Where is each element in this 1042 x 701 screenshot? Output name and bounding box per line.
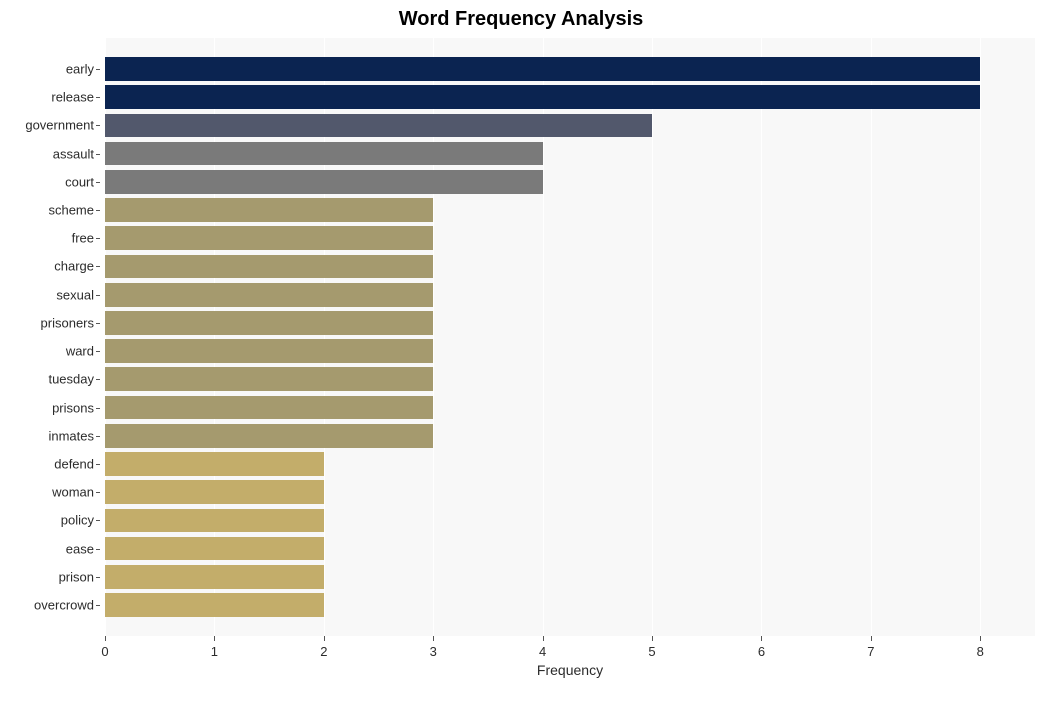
bar xyxy=(105,367,433,391)
y-axis-tickmark xyxy=(96,295,100,296)
y-axis-tickmark xyxy=(96,154,100,155)
y-axis-tickmark xyxy=(96,379,100,380)
y-axis-label: prisons xyxy=(52,400,94,415)
bar xyxy=(105,480,324,504)
bar xyxy=(105,339,433,363)
y-axis-tickmark xyxy=(96,492,100,493)
x-axis-label: 4 xyxy=(539,644,546,659)
x-axis-label: 7 xyxy=(867,644,874,659)
x-axis-tickmark xyxy=(980,636,981,641)
x-axis-tickmark xyxy=(433,636,434,641)
y-axis-label: ward xyxy=(66,344,94,359)
y-axis-tickmark xyxy=(96,97,100,98)
x-axis-label: 8 xyxy=(977,644,984,659)
bar xyxy=(105,537,324,561)
bar xyxy=(105,283,433,307)
bar xyxy=(105,593,324,617)
x-axis-title: Frequency xyxy=(105,662,1035,678)
x-axis-label: 1 xyxy=(211,644,218,659)
y-axis-tickmark xyxy=(96,605,100,606)
y-axis-tickmark xyxy=(96,125,100,126)
chart-title: Word Frequency Analysis xyxy=(0,8,1042,31)
y-axis-label: early xyxy=(66,62,94,77)
y-axis-tickmark xyxy=(96,210,100,211)
y-axis-label: prison xyxy=(59,569,94,584)
bar xyxy=(105,198,433,222)
y-axis-tickmark xyxy=(96,69,100,70)
y-axis-tickmark xyxy=(96,436,100,437)
y-axis-tickmark xyxy=(96,549,100,550)
y-axis-label: woman xyxy=(52,485,94,500)
y-axis-label: prisoners xyxy=(41,315,94,330)
x-axis-tickmark xyxy=(761,636,762,641)
y-axis-tickmark xyxy=(96,238,100,239)
x-axis-tickmark xyxy=(871,636,872,641)
x-axis-label: 3 xyxy=(430,644,437,659)
bar xyxy=(105,255,433,279)
bar xyxy=(105,85,980,109)
y-axis-label: release xyxy=(51,90,94,105)
bar xyxy=(105,311,433,335)
bar xyxy=(105,142,543,166)
bar xyxy=(105,396,433,420)
bar xyxy=(105,424,433,448)
x-axis-tickmark xyxy=(543,636,544,641)
x-axis-tickmark xyxy=(105,636,106,641)
y-axis-label: inmates xyxy=(48,428,94,443)
y-axis-label: scheme xyxy=(48,203,94,218)
y-axis-tickmark xyxy=(96,577,100,578)
y-axis-tickmark xyxy=(96,520,100,521)
y-axis-label: defend xyxy=(54,456,94,471)
y-axis-tickmark xyxy=(96,351,100,352)
y-axis-label: court xyxy=(65,174,94,189)
y-axis-tickmark xyxy=(96,323,100,324)
chart-container: Word Frequency Analysis early release gove… xyxy=(0,0,1042,701)
y-axis-label: ease xyxy=(66,541,94,556)
y-axis-label: policy xyxy=(61,513,94,528)
bar xyxy=(105,509,324,533)
bars-group xyxy=(105,38,1035,636)
y-axis-tickmark xyxy=(96,464,100,465)
bar xyxy=(105,170,543,194)
bar xyxy=(105,565,324,589)
y-axis-label: free xyxy=(72,231,94,246)
x-axis-label: 2 xyxy=(320,644,327,659)
y-axis-tickmark xyxy=(96,266,100,267)
bar xyxy=(105,226,433,250)
bar xyxy=(105,114,652,138)
y-axis-tickmark xyxy=(96,408,100,409)
x-axis-label: 5 xyxy=(648,644,655,659)
y-axis-label: government xyxy=(25,118,94,133)
x-axis-label: 0 xyxy=(101,644,108,659)
y-axis-labels: early release government assault court scheme… xyxy=(0,38,100,636)
x-axis-tickmark xyxy=(324,636,325,641)
y-axis-tickmark xyxy=(96,182,100,183)
y-axis-label: overcrowd xyxy=(34,597,94,612)
x-axis-tickmark xyxy=(214,636,215,641)
x-axis-label: 6 xyxy=(758,644,765,659)
y-axis-label: assault xyxy=(53,146,94,161)
y-axis-label: sexual xyxy=(56,287,94,302)
plot-area xyxy=(105,38,1035,636)
y-axis-label: tuesday xyxy=(48,372,94,387)
x-axis-tickmark xyxy=(652,636,653,641)
bar xyxy=(105,452,324,476)
bar xyxy=(105,57,980,81)
y-axis-label: charge xyxy=(54,259,94,274)
